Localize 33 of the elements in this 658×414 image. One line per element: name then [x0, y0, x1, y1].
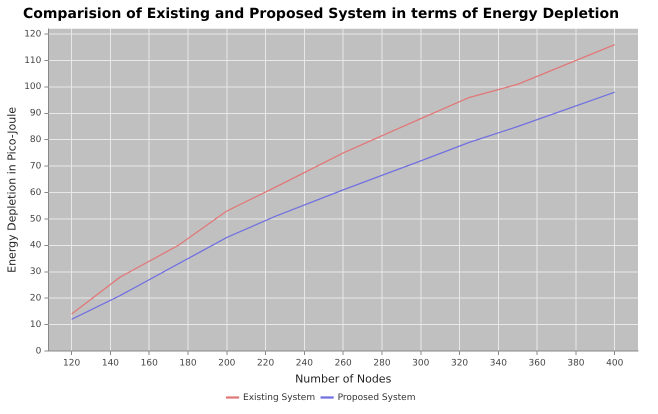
y-tick-label: 110 — [24, 56, 42, 66]
x-tick-label: 360 — [528, 358, 546, 369]
x-tick-label: 240 — [296, 358, 314, 369]
x-tick-label: 380 — [567, 358, 585, 369]
x-tick-label: 340 — [490, 358, 508, 369]
y-tick-label: 90 — [30, 108, 42, 119]
y-tick-label: 0 — [36, 346, 42, 356]
legend-label: Existing System — [243, 392, 316, 403]
y-axis-title: Energy Depletion in Pico-Joule — [5, 106, 18, 273]
x-tick-label: 300 — [412, 358, 430, 369]
y-tick-label: 100 — [24, 82, 42, 92]
x-tick-label: 260 — [334, 358, 352, 369]
chart-title: Comparision of Existing and Proposed System in terms of Energy Depletion — [22, 6, 620, 22]
x-tick-label: 140 — [102, 358, 120, 369]
y-tick-label: 40 — [30, 240, 42, 251]
x-tick-label: 400 — [606, 358, 624, 369]
y-tick-label: 120 — [24, 29, 42, 40]
y-tick-label: 50 — [30, 214, 42, 224]
x-tick-label: 180 — [179, 358, 197, 369]
x-tick-label: 220 — [257, 358, 274, 369]
x-tick-label: 280 — [373, 358, 391, 369]
x-axis-title: Number of Nodes — [295, 372, 392, 386]
x-tick-label: 320 — [450, 358, 468, 369]
y-tick-label: 60 — [30, 188, 42, 198]
x-tick-label: 200 — [218, 358, 236, 369]
y-tick-label: 30 — [30, 267, 42, 278]
y-tick-label: 10 — [30, 320, 42, 330]
y-tick-label: 20 — [30, 294, 42, 304]
x-tick-label: 120 — [63, 358, 81, 369]
x-tick-label: 160 — [140, 358, 158, 369]
y-tick-label: 80 — [30, 135, 42, 146]
legend-label: Proposed System — [338, 392, 416, 403]
y-tick-label: 70 — [30, 161, 42, 172]
